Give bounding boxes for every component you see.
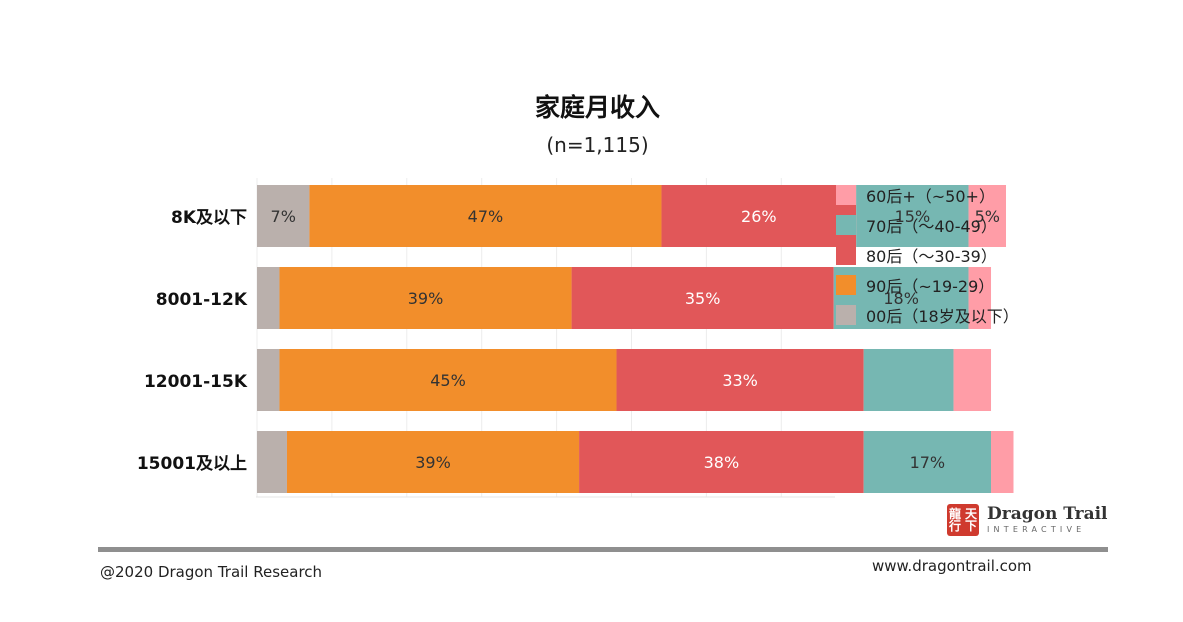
legend-item: 00后（18岁及以下） [836,300,1019,330]
logo-name: Dragon Trail [987,503,1108,524]
bar-segment [257,431,287,493]
category-label: 8001-12K [156,290,248,310]
chart-legend: 60后+（~50+） 70后（～40-49） 80后（～30-39） 90后（~19-… [836,180,1019,330]
footer-divider [98,547,1108,552]
bar-segment [571,267,834,329]
legend-item: 80后（～30-39） [836,240,1019,270]
dragon-logo-icon: 龍行 天下 [947,504,979,536]
bar-segment [279,349,617,411]
data-label: 17% [910,453,946,472]
bar-segment [579,431,864,493]
data-label: 39% [408,289,444,308]
bar-segment [279,267,572,329]
data-label: 18% [883,289,919,308]
bar-segment [257,267,280,329]
bar-segment [286,431,580,493]
legend-label: 00后（18岁及以下） [866,307,1019,326]
legend-item: 60后+（~50+） [836,180,1019,210]
bar-segment [968,267,992,329]
bar-segment [257,349,280,411]
website-link[interactable]: www.dragontrail.com [872,557,1032,575]
data-label: 26% [741,207,777,226]
legend-item: 70后（～40-49） [836,210,1019,240]
data-label: 5% [975,207,1000,226]
data-label: 35% [685,289,721,308]
bar-segment [616,349,864,411]
data-label: 45% [430,371,466,390]
data-label: 33% [722,371,758,390]
legend-item: 90后（~19-29） [836,270,1019,300]
legend-swatch [836,245,856,265]
copyright-text: @2020 Dragon Trail Research [100,563,323,581]
chart-title: 家庭月收入 [534,93,660,122]
bar-segment [257,185,310,247]
legend-label: 60后+（~50+） [866,187,995,206]
legend-label: 80后（～30-39） [866,247,997,266]
legend-swatch [836,305,856,325]
data-label: 7% [271,207,296,226]
category-label: 12001-15K [144,372,248,392]
bar-segment [661,185,857,247]
bar-segment [856,185,969,247]
data-label: 39% [415,453,451,472]
data-label: 38% [704,453,740,472]
bar-segment [833,267,969,329]
bar-segment [968,185,1006,247]
legend-label: 90后（~19-29） [866,277,995,296]
chart-subtitle: (n=1,115) [546,133,649,157]
legend-swatch [836,215,856,235]
bar-segment [309,185,662,247]
dragon-trail-logo: 龍行 天下 Dragon Trail INTERACTIVE [947,504,1108,536]
bar-segment [863,349,954,411]
data-label: 15% [895,207,931,226]
bar-segment [991,431,1014,493]
data-label: 47% [468,207,504,226]
bar-segment [953,349,992,411]
legend-swatch [836,275,856,295]
legend-swatch [836,185,856,205]
logo-tagline: INTERACTIVE [987,524,1086,534]
category-label: 8K及以下 [171,208,247,228]
category-label: 15001及以上 [137,454,247,474]
bar-segment [863,431,992,493]
legend-label: 70后（～40-49） [866,217,997,236]
